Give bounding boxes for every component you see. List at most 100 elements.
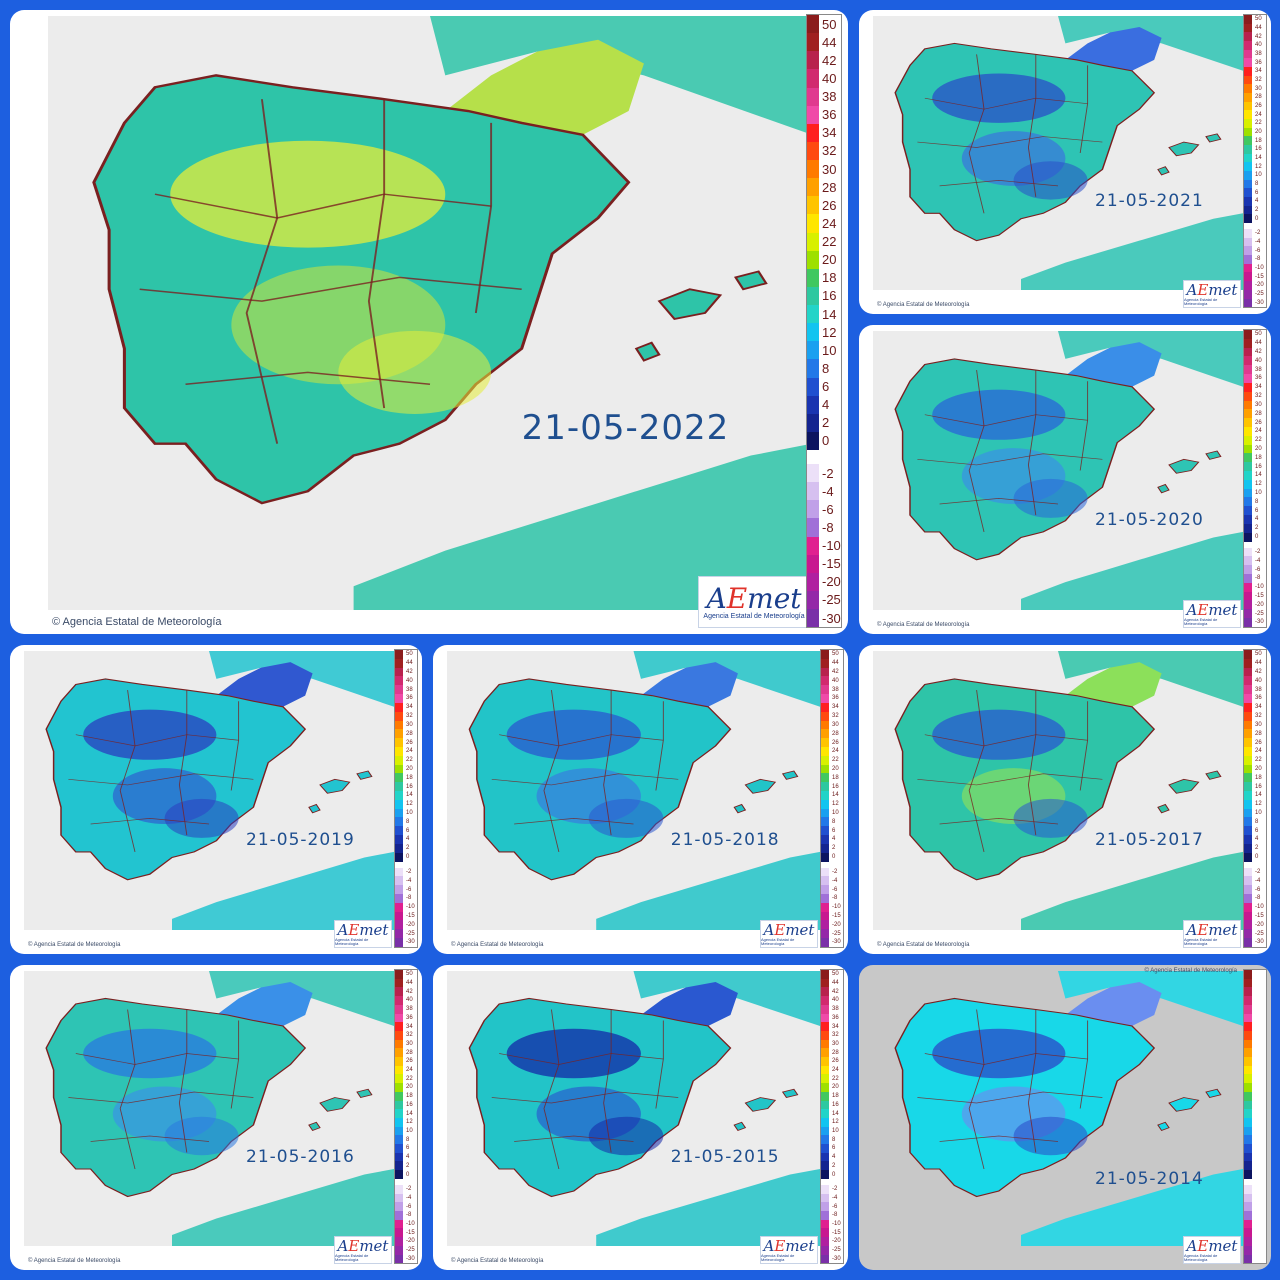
map-panel-2021: 21-05-2021 © Agencia Estatal de Meteorolo… bbox=[859, 10, 1271, 314]
legend-step: -2 bbox=[807, 464, 841, 483]
legend-step: -30 bbox=[395, 938, 417, 947]
map-panel-2020: 21-05-2020 © Agencia Estatal de Meteorolo… bbox=[859, 325, 1271, 634]
legend-step: 22 bbox=[1244, 755, 1266, 765]
temperature-map bbox=[873, 651, 1243, 930]
legend-step: 6 bbox=[1244, 188, 1266, 198]
temperature-map bbox=[48, 16, 812, 610]
legend-step bbox=[1244, 1193, 1266, 1203]
legend-step: 22 bbox=[821, 1074, 843, 1084]
legend-step: -15 bbox=[1244, 911, 1266, 921]
aemet-logo: AEmet Agencia Estatal de Meteorología bbox=[760, 1236, 818, 1264]
legend-step: 22 bbox=[821, 755, 843, 765]
legend-step: 44 bbox=[821, 658, 843, 668]
legend-step: 38 bbox=[807, 87, 841, 106]
legend-step: -20 bbox=[1244, 281, 1266, 290]
legend-step: 20 bbox=[807, 250, 841, 269]
legend-step bbox=[1244, 1254, 1266, 1264]
temperature-map bbox=[873, 971, 1243, 1246]
map-date-label: 21-05-2018 bbox=[670, 829, 780, 850]
legend-step bbox=[1244, 1074, 1266, 1084]
aemet-logo: AEmet Agencia Estatal de Meteorología bbox=[1183, 920, 1241, 948]
legend-step: 0 bbox=[821, 852, 843, 862]
legend-step: 18 bbox=[395, 1091, 417, 1101]
legend-step: 16 bbox=[1244, 145, 1266, 154]
legend-step: 36 bbox=[1244, 58, 1266, 68]
legend-step: 8 bbox=[395, 817, 417, 827]
legend-step: -20 bbox=[395, 920, 417, 930]
legend-step: 14 bbox=[1244, 153, 1266, 163]
copyright-text: © Agencia Estatal de Meteorología bbox=[451, 942, 544, 948]
legend-step: -2 bbox=[1244, 867, 1266, 877]
legend-step: 24 bbox=[821, 746, 843, 756]
legend-step bbox=[1244, 996, 1266, 1005]
legend-step: -4 bbox=[821, 1193, 843, 1203]
legend-step: -25 bbox=[395, 929, 417, 938]
legend-step: -2 bbox=[1244, 547, 1266, 557]
legend-step: 30 bbox=[1244, 400, 1266, 410]
legend-step bbox=[1244, 1202, 1266, 1211]
legend-step: 18 bbox=[807, 268, 841, 287]
legend-step: 44 bbox=[395, 658, 417, 668]
legend-step: -6 bbox=[807, 500, 841, 519]
legend-step: 28 bbox=[395, 1048, 417, 1058]
legend-step: 8 bbox=[807, 359, 841, 378]
temperature-map bbox=[24, 971, 394, 1246]
legend-step: -8 bbox=[395, 893, 417, 903]
legend-step: -6 bbox=[1244, 885, 1266, 894]
map-date-label: 21-05-2017 bbox=[1095, 829, 1204, 850]
legend-step: 14 bbox=[821, 1109, 843, 1118]
legend-step bbox=[1244, 1237, 1266, 1246]
map-date-label: 21-05-2019 bbox=[246, 829, 355, 850]
legend-step: 4 bbox=[395, 1152, 417, 1162]
map-date-label: 21-05-2016 bbox=[246, 1147, 355, 1167]
legend-step: 36 bbox=[807, 105, 841, 124]
legend-step: 28 bbox=[1244, 409, 1266, 419]
copyright-text: © Agencia Estatal de Meteorología bbox=[877, 302, 970, 308]
legend-step bbox=[1244, 1219, 1266, 1229]
legend-step: -15 bbox=[395, 911, 417, 921]
legend-step: 14 bbox=[395, 791, 417, 800]
legend-step: -25 bbox=[807, 590, 841, 609]
legend-step: 36 bbox=[395, 694, 417, 703]
legend-step: 0 bbox=[1244, 214, 1266, 224]
legend-step: 4 bbox=[821, 835, 843, 844]
legend-step: 12 bbox=[821, 1117, 843, 1127]
legend-step: -2 bbox=[395, 1184, 417, 1194]
legend-step: 0 bbox=[821, 1170, 843, 1179]
copyright-text: © Agencia Estatal de Meteorología bbox=[28, 942, 121, 948]
temperature-legend: 50 44 42 40 38 36 34 32 30 28 26 24 22 20 18 16 14 12 10 8 6… bbox=[394, 969, 418, 1264]
legend-step: -4 bbox=[395, 1193, 417, 1203]
legend-step: 28 bbox=[1244, 93, 1266, 102]
legend-step bbox=[1244, 1109, 1266, 1118]
legend-step: 34 bbox=[1244, 702, 1266, 712]
legend-step: 22 bbox=[395, 755, 417, 765]
legend-step bbox=[1244, 978, 1266, 988]
legend-step: 12 bbox=[1244, 162, 1266, 172]
legend-step: 10 bbox=[821, 808, 843, 818]
legend-step: 36 bbox=[1244, 374, 1266, 383]
legend-step: 34 bbox=[821, 702, 843, 712]
legend-step: -8 bbox=[821, 1210, 843, 1220]
legend-step bbox=[1244, 1030, 1266, 1040]
legend-step: 30 bbox=[1244, 84, 1266, 94]
legend-step: 18 bbox=[1244, 136, 1266, 146]
legend-step: -10 bbox=[1244, 902, 1266, 912]
legend-step: 8 bbox=[1244, 817, 1266, 827]
legend-step: 22 bbox=[1244, 435, 1266, 445]
legend-step: 14 bbox=[807, 305, 841, 324]
legend-step bbox=[1244, 1184, 1266, 1194]
legend-step: 34 bbox=[395, 1022, 417, 1031]
legend-step: -20 bbox=[821, 1237, 843, 1246]
legend-step: -15 bbox=[821, 911, 843, 921]
legend-step bbox=[1244, 1022, 1266, 1031]
legend-step: 44 bbox=[807, 33, 841, 52]
legend-step: 26 bbox=[395, 738, 417, 747]
legend-step: 36 bbox=[1244, 694, 1266, 703]
temperature-legend: 50 44 42 40 38 36 34 32 30 28 26 24 22 20 18 16 14 12 10 8 6… bbox=[1243, 14, 1267, 308]
legend-step: 20 bbox=[1244, 764, 1266, 774]
map-date-label: 21-05-2014 bbox=[1095, 1169, 1204, 1189]
legend-step: -20 bbox=[1244, 600, 1266, 610]
legend-step: -8 bbox=[821, 893, 843, 903]
legend-step: 40 bbox=[395, 996, 417, 1005]
legend-step: 16 bbox=[1244, 782, 1266, 791]
